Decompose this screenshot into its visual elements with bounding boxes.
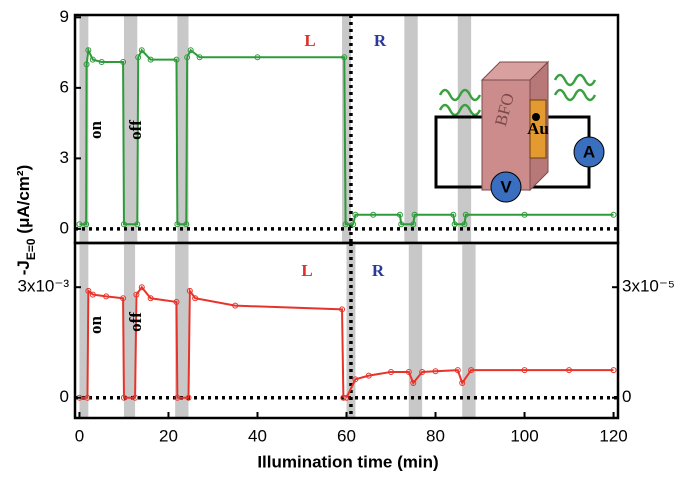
dark-interval bbox=[462, 243, 475, 418]
dark-interval bbox=[404, 15, 417, 243]
x-tick-label: 20 bbox=[159, 426, 178, 445]
annotation: L bbox=[304, 31, 315, 50]
annotation: on bbox=[86, 120, 105, 139]
y-tick-label: 3x10⁻³ bbox=[18, 277, 70, 296]
annotation: R bbox=[372, 261, 385, 280]
y-tick-label: 9 bbox=[60, 7, 69, 26]
x-axis-label: Illumination time (min) bbox=[257, 452, 438, 471]
y2-tick-label: 0 bbox=[622, 387, 631, 406]
dark-interval bbox=[458, 15, 471, 243]
data-line bbox=[347, 370, 614, 398]
data-line bbox=[79, 287, 343, 398]
y-label-sub: E=0 bbox=[24, 238, 38, 260]
y-tick-label: 0 bbox=[60, 387, 69, 406]
annotation: off bbox=[126, 312, 145, 332]
annotation: on bbox=[86, 315, 105, 334]
y-tick-label: 3 bbox=[60, 148, 69, 167]
x-tick-label: 80 bbox=[426, 426, 445, 445]
inset-label: A bbox=[583, 142, 595, 161]
y2-tick-label: 3x10⁻⁵ bbox=[622, 277, 675, 296]
y-tick-label: 0 bbox=[60, 218, 69, 237]
x-tick-label: 40 bbox=[248, 426, 267, 445]
x-tick-label: 120 bbox=[599, 426, 627, 445]
annotation: R bbox=[374, 31, 387, 50]
annotation: off bbox=[126, 120, 145, 140]
x-tick-label: 100 bbox=[510, 426, 538, 445]
chart: -JE=0 (μA/cm²) Illumination time (min) 0… bbox=[0, 0, 677, 474]
y-label-main: -J bbox=[14, 260, 33, 275]
dark-interval bbox=[409, 243, 422, 418]
x-tick-label: 60 bbox=[337, 426, 356, 445]
annotation: L bbox=[301, 261, 312, 280]
y-label-rest: (μA/cm²) bbox=[14, 165, 33, 239]
inset-label: Au bbox=[527, 119, 549, 138]
y-tick-label: 6 bbox=[60, 77, 69, 96]
inset-label: V bbox=[500, 177, 512, 196]
y-axis-label: -JE=0 (μA/cm²) bbox=[14, 165, 38, 276]
x-tick-label: 0 bbox=[75, 426, 84, 445]
